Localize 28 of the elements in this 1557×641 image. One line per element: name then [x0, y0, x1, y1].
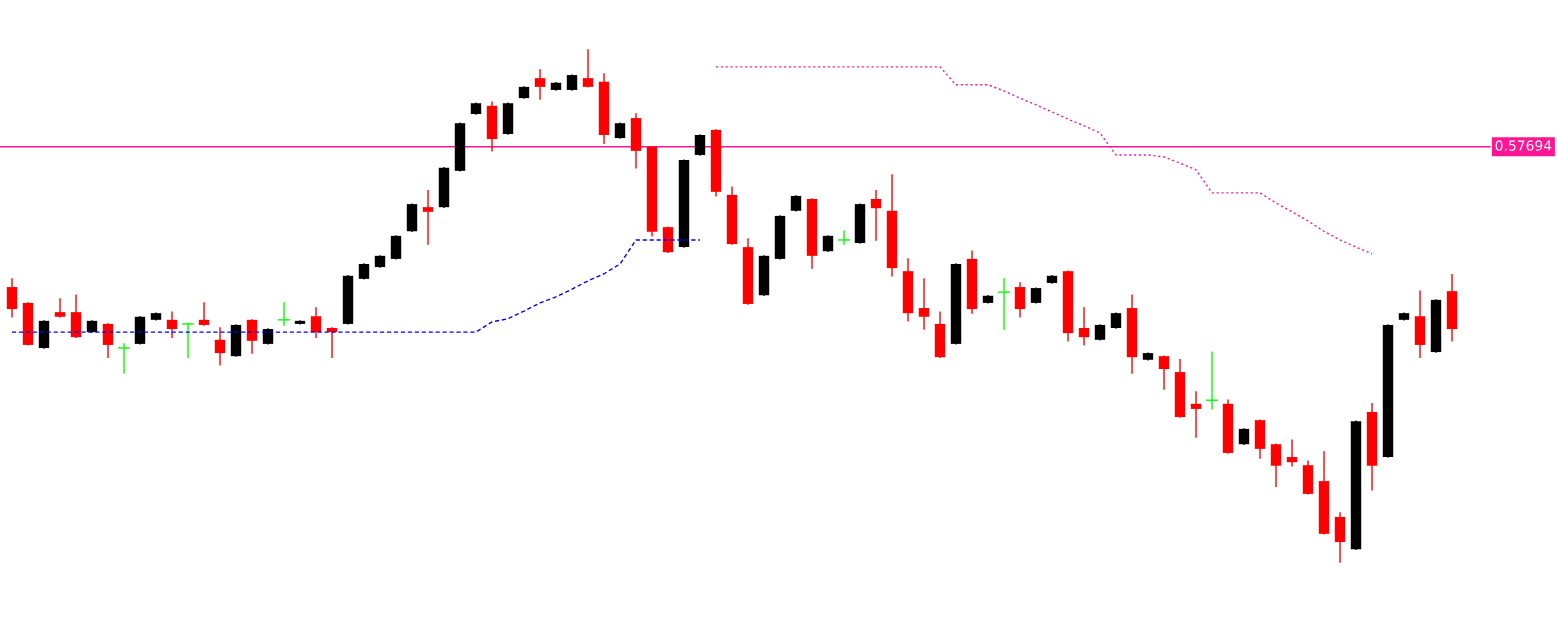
candlestick	[118, 343, 130, 374]
candlestick	[278, 302, 290, 326]
candlestick	[102, 323, 114, 358]
candlestick	[1158, 355, 1170, 390]
candlestick	[870, 190, 882, 241]
candlestick	[166, 311, 178, 338]
candlestick	[694, 134, 706, 156]
candlestick	[310, 307, 322, 338]
candlestick	[6, 278, 18, 318]
candlestick	[390, 235, 402, 260]
candlestick	[582, 49, 594, 88]
candlestick	[246, 319, 258, 354]
candlestick	[838, 230, 850, 245]
candlestick	[534, 69, 546, 100]
candlestick	[1286, 439, 1298, 467]
candlestick	[182, 323, 194, 358]
candlestick	[1014, 282, 1026, 318]
candlestick	[422, 190, 434, 245]
candlestick	[198, 302, 210, 326]
candlestick	[214, 327, 226, 366]
candlestick	[998, 278, 1010, 330]
candlestick	[1270, 443, 1282, 487]
candlestick	[918, 278, 930, 330]
candlestick	[1078, 307, 1090, 346]
candlestick	[1190, 391, 1202, 438]
text: 0.57694	[1495, 140, 1552, 151]
candlestick	[54, 298, 66, 318]
candlestick	[294, 320, 306, 325]
